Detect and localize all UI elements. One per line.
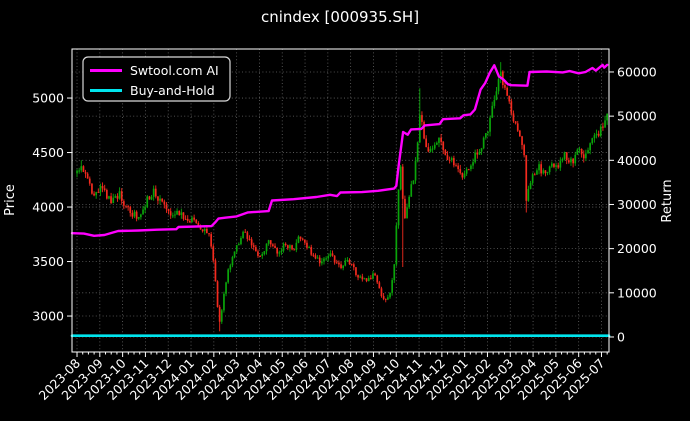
- svg-text:50000: 50000: [617, 109, 657, 124]
- svg-text:4000: 4000: [32, 200, 64, 215]
- price-axis-label: Price: [3, 184, 18, 216]
- svg-text:5000: 5000: [32, 91, 64, 106]
- svg-text:20000: 20000: [617, 241, 657, 256]
- svg-text:3500: 3500: [32, 254, 64, 269]
- gridlines: [72, 49, 609, 352]
- price-tick-labels: 3000 3500 4000 4500 5000: [32, 91, 64, 324]
- strategy-return-lines: [70, 63, 611, 338]
- svg-text:3000: 3000: [32, 309, 64, 324]
- chart-title: cnindex [000935.SH]: [261, 8, 419, 26]
- candlestick-series: [76, 62, 608, 332]
- svg-text:10000: 10000: [617, 285, 657, 300]
- legend-ai-label: Swtool.com AI: [130, 63, 219, 78]
- svg-text:30000: 30000: [617, 197, 657, 212]
- plot-border: [71, 48, 610, 353]
- legend-bh-label: Buy-and-Hold: [130, 83, 215, 98]
- svg-text:0: 0: [617, 330, 625, 345]
- return-tick-labels: 0 10000 20000 30000 40000 50000 60000: [617, 65, 657, 345]
- return-axis-label: Return: [660, 179, 675, 222]
- axis-tick-marks: [67, 71, 614, 357]
- svg-text:60000: 60000: [617, 65, 657, 80]
- svg-text:40000: 40000: [617, 153, 657, 168]
- legend: Swtool.com AI Buy-and-Hold: [82, 56, 231, 102]
- x-tick-labels: 2023-082023-092023-102023-112023-122024-…: [36, 355, 608, 403]
- svg-text:4500: 4500: [32, 145, 64, 160]
